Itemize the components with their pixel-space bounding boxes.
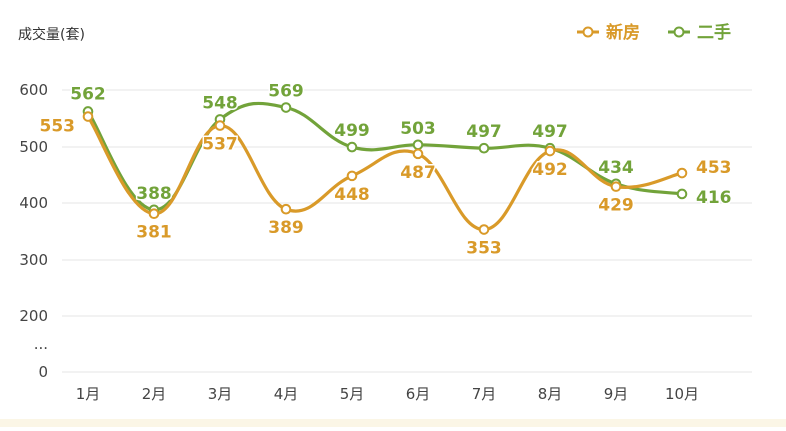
- data-point[interactable]: [280, 102, 292, 113]
- data-label: 548: [202, 93, 238, 113]
- data-label: 553: [40, 117, 76, 137]
- data-points: [82, 102, 688, 235]
- y-tick-label: ...: [34, 335, 48, 353]
- x-tick-label: 4月: [274, 385, 299, 403]
- data-label: 389: [268, 218, 304, 238]
- legend-item-second-hand[interactable]: 二手: [668, 22, 731, 43]
- data-point[interactable]: [82, 111, 94, 122]
- data-label: 537: [202, 135, 238, 155]
- y-axis-ticks: 600 500 400 300 200... 0: [19, 81, 48, 381]
- data-label: 562: [70, 84, 106, 104]
- y-tick-label: 600: [19, 81, 48, 99]
- data-point[interactable]: [280, 203, 292, 215]
- data-label: 448: [334, 185, 370, 205]
- y-tick-label: 400: [19, 194, 48, 212]
- legend[interactable]: 新房 二手: [577, 22, 731, 43]
- x-tick-label: 2月: [142, 385, 167, 403]
- data-label: 487: [400, 163, 436, 183]
- data-point[interactable]: [610, 181, 622, 192]
- data-point[interactable]: [412, 148, 424, 160]
- data-label: 499: [334, 121, 370, 141]
- data-point[interactable]: [478, 142, 490, 154]
- data-label: 388: [136, 184, 172, 204]
- data-labels: 553 381 537 389 448 487 353 492 429 453 562 388 548 5…: [38, 80, 733, 260]
- data-point[interactable]: [148, 208, 160, 220]
- data-label: 492: [532, 160, 568, 180]
- gridlines: [62, 89, 752, 373]
- x-tick-label: 10月: [665, 385, 699, 403]
- x-tick-label: 5月: [340, 385, 365, 403]
- data-point[interactable]: [544, 145, 556, 157]
- data-label: 353: [466, 239, 502, 259]
- legend-item-new-home[interactable]: 新房: [577, 22, 640, 43]
- x-tick-label: 6月: [406, 385, 431, 403]
- series-lines: [86, 101, 684, 232]
- data-label: 497: [532, 122, 568, 142]
- data-label: 569: [268, 82, 304, 102]
- x-tick-label: 9月: [604, 385, 629, 403]
- y-tick-label: 300: [19, 251, 48, 269]
- data-label: 416: [696, 188, 732, 208]
- data-label: 429: [598, 196, 634, 216]
- data-point[interactable]: [346, 141, 358, 153]
- bottom-strip: [0, 419, 786, 427]
- data-point[interactable]: [676, 167, 688, 179]
- y-tick-label: 500: [19, 138, 48, 156]
- data-point[interactable]: [676, 188, 688, 200]
- data-label: 497: [466, 122, 502, 142]
- legend-marker: [673, 26, 685, 38]
- data-label: 503: [400, 119, 436, 139]
- legend-label: 新房: [606, 22, 640, 43]
- data-point[interactable]: [478, 224, 490, 235]
- x-tick-label: 8月: [538, 385, 563, 403]
- data-point[interactable]: [214, 120, 226, 131]
- y-tick-label: 200: [19, 307, 48, 325]
- y-tick-label: 0: [38, 363, 48, 381]
- data-point[interactable]: [412, 139, 424, 151]
- data-label: 434: [598, 158, 634, 178]
- legend-marker: [582, 26, 594, 38]
- series-line-new-home: [86, 114, 684, 232]
- data-label: 381: [136, 223, 172, 243]
- data-label: 453: [696, 158, 732, 178]
- legend-label: 二手: [697, 22, 731, 43]
- data-point[interactable]: [346, 170, 358, 182]
- x-axis-ticks: 1月 2月 3月 4月 5月 6月 7月 8月 9月 10月: [76, 385, 699, 403]
- x-tick-label: 3月: [208, 385, 233, 403]
- y-axis-title: 成交量(套): [18, 26, 85, 43]
- x-tick-label: 7月: [472, 385, 497, 403]
- x-tick-label: 1月: [76, 385, 101, 403]
